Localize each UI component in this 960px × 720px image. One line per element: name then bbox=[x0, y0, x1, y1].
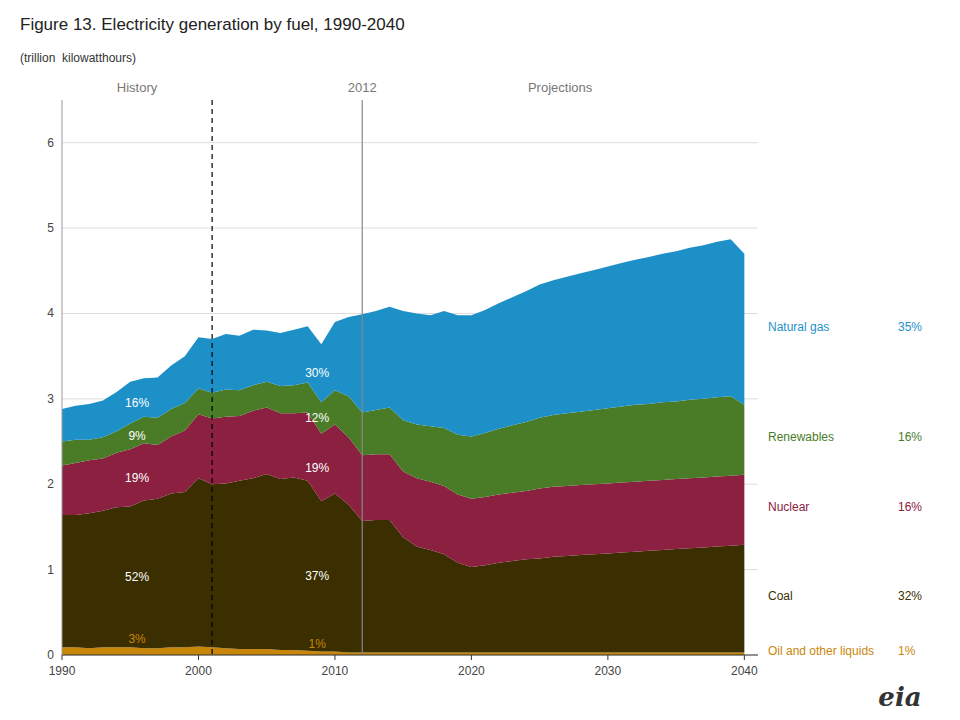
x-tick-label: 2010 bbox=[322, 664, 349, 678]
grid-line bbox=[62, 655, 758, 656]
grid bbox=[62, 143, 758, 655]
share-label: 9% bbox=[128, 429, 146, 443]
share-labels: 3% 52% 19% 9% 16% 1% 37% 19% 12% 30% bbox=[125, 366, 329, 650]
chart: Figure 13. Electricity generation by fue… bbox=[0, 0, 960, 720]
x-tick bbox=[744, 655, 745, 660]
share-label: 37% bbox=[305, 569, 329, 583]
y-tick-label: 6 bbox=[47, 136, 54, 150]
share-label: 35% bbox=[898, 320, 922, 334]
period-label: Projections bbox=[528, 80, 593, 95]
share-label: 16% bbox=[125, 396, 149, 410]
period-label: 2012 bbox=[348, 80, 377, 95]
y-tick-label: 4 bbox=[47, 306, 54, 320]
y-tick-label: 1 bbox=[47, 563, 54, 577]
share-label: 3% bbox=[128, 632, 146, 646]
share-label: 52% bbox=[125, 570, 149, 584]
grid-line bbox=[62, 142, 758, 143]
period-label: History bbox=[117, 80, 158, 95]
series-label: Oil and other liquids bbox=[768, 644, 874, 658]
share-label: 30% bbox=[305, 366, 329, 380]
x-tick bbox=[334, 655, 335, 660]
x-tick-label: 2030 bbox=[595, 664, 622, 678]
series-label: Coal bbox=[768, 589, 793, 603]
y-tick-label: 0 bbox=[47, 648, 54, 662]
share-label: 12% bbox=[305, 411, 329, 425]
share-label: 16% bbox=[898, 500, 922, 514]
x-tick-label: 2040 bbox=[731, 664, 758, 678]
x-tick-label: 1990 bbox=[49, 664, 76, 678]
share-label: 19% bbox=[125, 471, 149, 485]
x-axis-line bbox=[62, 655, 758, 656]
x-tick-label: 2020 bbox=[458, 664, 485, 678]
share-label: 19% bbox=[305, 461, 329, 475]
x-tick bbox=[607, 655, 608, 660]
y-axis-label: (trillion kilowatthours) bbox=[20, 51, 136, 65]
y-tick-label: 5 bbox=[47, 221, 54, 235]
grid-line bbox=[62, 228, 758, 229]
series-label: Renewables bbox=[768, 430, 834, 444]
logo: eia bbox=[878, 682, 921, 712]
x-tick bbox=[471, 655, 472, 660]
x-tick-label: 2000 bbox=[185, 664, 212, 678]
series-label: Nuclear bbox=[768, 500, 809, 514]
areas bbox=[62, 100, 744, 655]
y-tick-label: 3 bbox=[47, 392, 54, 406]
y-axis-line bbox=[62, 100, 63, 655]
share-label: 32% bbox=[898, 589, 922, 603]
y-tick-label: 2 bbox=[47, 477, 54, 491]
x-tick bbox=[62, 655, 63, 660]
share-label: 16% bbox=[898, 430, 922, 444]
share-label: 1% bbox=[309, 637, 327, 651]
reference-line bbox=[212, 100, 213, 655]
share-label: 1% bbox=[898, 644, 916, 658]
series-label: Natural gas bbox=[768, 320, 829, 334]
reference-line bbox=[362, 100, 363, 655]
x-tick bbox=[198, 655, 199, 660]
area bbox=[62, 239, 744, 441]
title: Figure 13. Electricity generation by fue… bbox=[20, 15, 405, 34]
